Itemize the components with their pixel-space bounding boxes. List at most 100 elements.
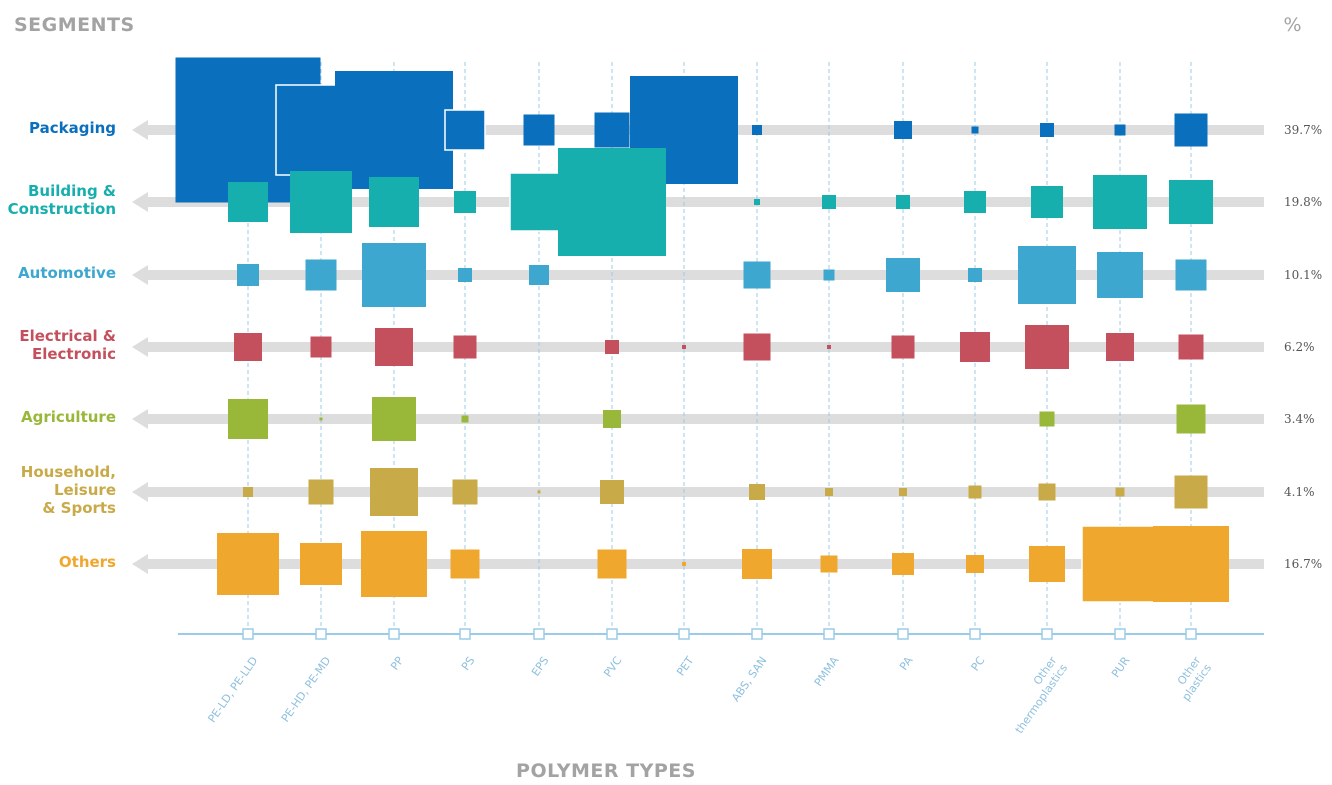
series-others	[217, 525, 1229, 603]
data-square	[461, 415, 469, 423]
axis-marker	[969, 628, 981, 640]
axis-marker	[388, 628, 400, 640]
data-square	[335, 71, 453, 189]
row-arrow	[132, 337, 148, 357]
data-square	[597, 549, 627, 579]
data-square	[1169, 180, 1213, 224]
axis-marker	[823, 628, 835, 640]
data-square	[1174, 475, 1208, 509]
segment-percent: 16.7%	[1284, 557, 1323, 571]
data-square	[310, 336, 332, 358]
data-square	[1040, 123, 1054, 137]
data-square	[1097, 252, 1143, 298]
segment-percent: 19.8%	[1284, 195, 1323, 209]
data-square	[822, 195, 836, 209]
data-square	[960, 332, 990, 362]
data-square	[827, 345, 831, 349]
row-track	[146, 342, 1264, 352]
data-square	[369, 177, 419, 227]
data-square	[453, 335, 477, 359]
data-square	[243, 487, 253, 497]
segment-label: Automotive	[18, 264, 116, 282]
axis-marker	[459, 628, 471, 640]
series-agriculture	[228, 397, 1206, 441]
axis-marker	[678, 628, 690, 640]
row-arrow	[132, 482, 148, 502]
data-square	[228, 399, 268, 439]
x-tick-label: PE-HD, PE-MD	[279, 654, 334, 724]
axis-marker	[1185, 628, 1197, 640]
data-square	[1038, 483, 1056, 501]
data-square	[886, 258, 920, 292]
percent-column-title: %	[1283, 14, 1302, 36]
data-square	[754, 199, 760, 205]
data-square	[968, 268, 982, 282]
row-arrow	[132, 554, 148, 574]
axis-marker	[315, 628, 327, 640]
data-square	[1115, 487, 1125, 497]
data-square	[752, 125, 762, 135]
data-square	[892, 553, 914, 575]
x-tick-label: PVC	[601, 654, 624, 680]
segment-label: Agriculture	[20, 408, 116, 426]
axis-marker	[897, 628, 909, 640]
data-square	[305, 259, 337, 291]
data-square	[896, 195, 910, 209]
axis-marker	[606, 628, 618, 640]
row-arrow	[132, 409, 148, 429]
data-square	[444, 109, 486, 151]
data-square	[523, 114, 555, 146]
data-square	[1114, 124, 1126, 136]
data-square	[1039, 411, 1055, 427]
data-square	[458, 268, 472, 282]
row-track	[146, 487, 1264, 497]
row-track	[146, 559, 1264, 569]
series-automotive	[237, 243, 1207, 307]
data-square	[1031, 186, 1063, 218]
series-building-construction	[228, 148, 1213, 256]
data-square	[1029, 546, 1065, 582]
axis-marker	[1041, 628, 1053, 640]
data-square	[1106, 333, 1134, 361]
data-square	[605, 340, 619, 354]
series-packaging	[175, 57, 1208, 203]
x-tick-label: PET	[674, 654, 696, 678]
row-track	[146, 270, 1264, 280]
data-square	[1174, 113, 1208, 147]
data-square	[603, 410, 621, 428]
segment-label: Packaging	[29, 119, 116, 137]
x-tick-label: PS	[459, 654, 477, 673]
series-household-leisure-sports	[243, 468, 1208, 516]
segment-label: Others	[58, 553, 116, 571]
data-square	[319, 417, 323, 421]
data-square	[968, 485, 982, 499]
data-square	[362, 243, 426, 307]
data-square	[971, 126, 979, 134]
data-square	[894, 121, 912, 139]
segment-percent: 6.2%	[1284, 340, 1315, 354]
data-square	[891, 335, 915, 359]
data-square	[742, 549, 772, 579]
x-tick-label: PC	[969, 654, 988, 673]
data-square	[372, 397, 416, 441]
row-track	[146, 197, 1264, 207]
data-square	[537, 490, 541, 494]
row-track	[146, 414, 1264, 424]
segment-percent: 3.4%	[1284, 412, 1315, 426]
row-arrow	[132, 120, 148, 140]
row-arrow	[132, 265, 148, 285]
data-square	[1178, 334, 1204, 360]
data-square	[1025, 325, 1069, 369]
data-square	[290, 171, 352, 233]
axis-marker	[533, 628, 545, 640]
segment-percent: 39.7%	[1284, 123, 1323, 137]
x-tick-label: EPS	[529, 654, 551, 678]
data-square	[682, 345, 686, 349]
x-tick-label: PUR	[1109, 654, 1133, 680]
data-square	[1081, 525, 1159, 603]
axis-marker	[751, 628, 763, 640]
x-tick-label: ABS, SAN	[729, 654, 769, 704]
data-square	[375, 328, 413, 366]
data-square	[370, 468, 418, 516]
